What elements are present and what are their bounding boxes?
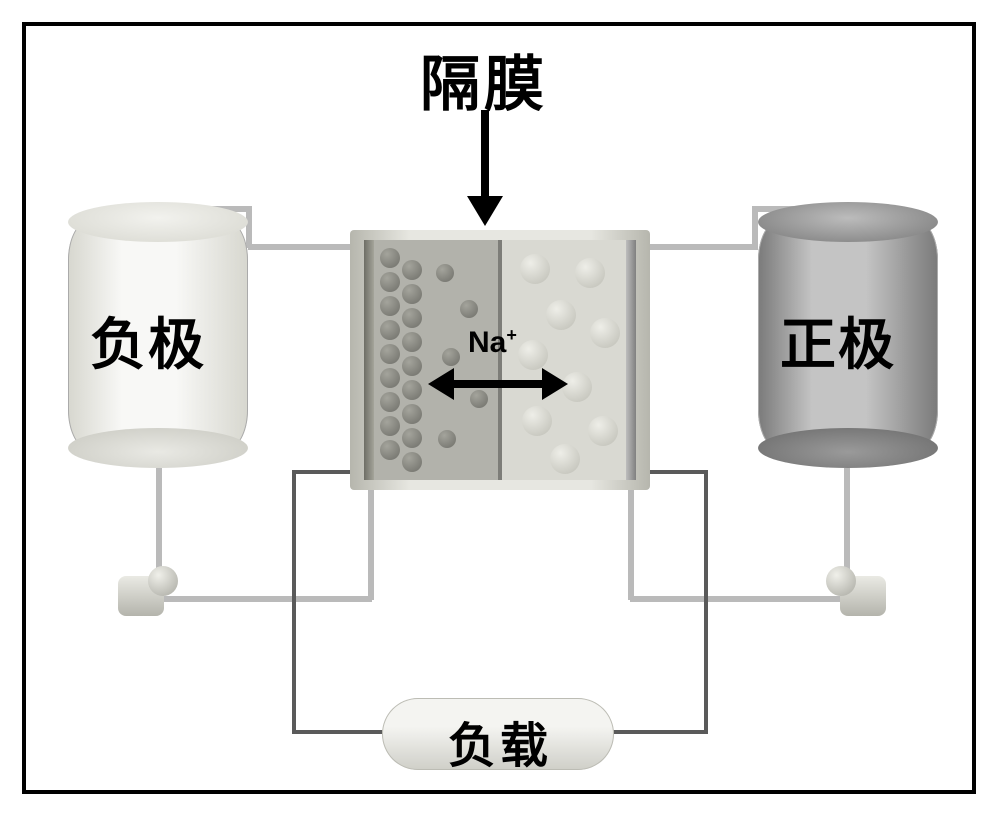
- ion-arrow-right: [542, 368, 568, 400]
- cell: [350, 230, 650, 490]
- pipe-neg-into-cell: [368, 490, 374, 600]
- wire-top-left: [292, 470, 352, 474]
- pipe-pos-top-v: [752, 206, 758, 248]
- pipe-pos-into-cell: [628, 490, 634, 600]
- wire-bot-right: [610, 730, 708, 734]
- electrode-right: [626, 240, 636, 480]
- pipe-neg-top-v: [246, 206, 252, 248]
- wire-left-down: [292, 470, 296, 732]
- membrane-arrow-shaft: [481, 110, 489, 198]
- membrane-arrow-head: [467, 196, 503, 226]
- electrode-left: [364, 240, 374, 480]
- wire-right-down: [704, 470, 708, 732]
- pump-right: [812, 566, 886, 618]
- negative-label: 负极: [90, 300, 206, 381]
- membrane-line: [498, 240, 502, 480]
- positive-label: 正极: [780, 300, 896, 381]
- wire-top-right: [650, 470, 708, 474]
- pipe-neg-top: [248, 244, 350, 250]
- ion-arrow-left: [428, 368, 454, 400]
- pump-left: [118, 566, 192, 618]
- pipe-pos-top: [650, 244, 758, 250]
- wire-bot-left: [292, 730, 386, 734]
- ion-label: Na+: [468, 325, 517, 360]
- load-label: 负载: [448, 706, 552, 776]
- ion-arrow-shaft: [452, 380, 544, 388]
- diagram-root: 隔膜 负极 正极: [0, 0, 1000, 815]
